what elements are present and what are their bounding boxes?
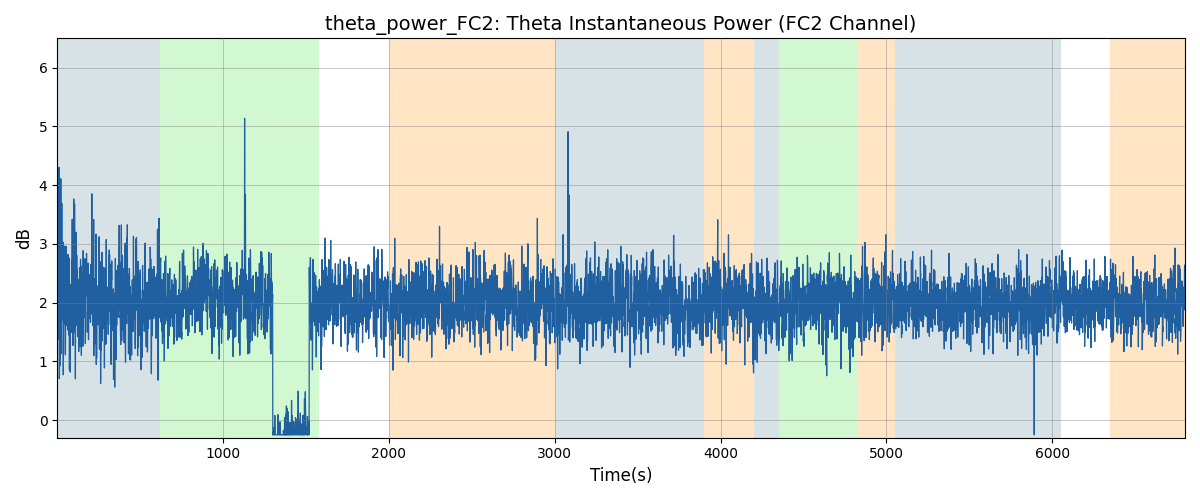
Bar: [160, 38, 319, 438]
Bar: [704, 38, 754, 438]
Bar: [895, 38, 1061, 438]
Bar: [754, 38, 779, 438]
Y-axis label: dB: dB: [16, 227, 34, 249]
Bar: [1110, 38, 1184, 438]
Title: theta_power_FC2: Theta Instantaneous Power (FC2 Channel): theta_power_FC2: Theta Instantaneous Pow…: [325, 15, 917, 35]
X-axis label: Time(s): Time(s): [590, 467, 653, 485]
Bar: [389, 38, 554, 438]
Bar: [779, 38, 858, 438]
Bar: [858, 38, 895, 438]
Bar: [58, 38, 160, 438]
Bar: [554, 38, 704, 438]
